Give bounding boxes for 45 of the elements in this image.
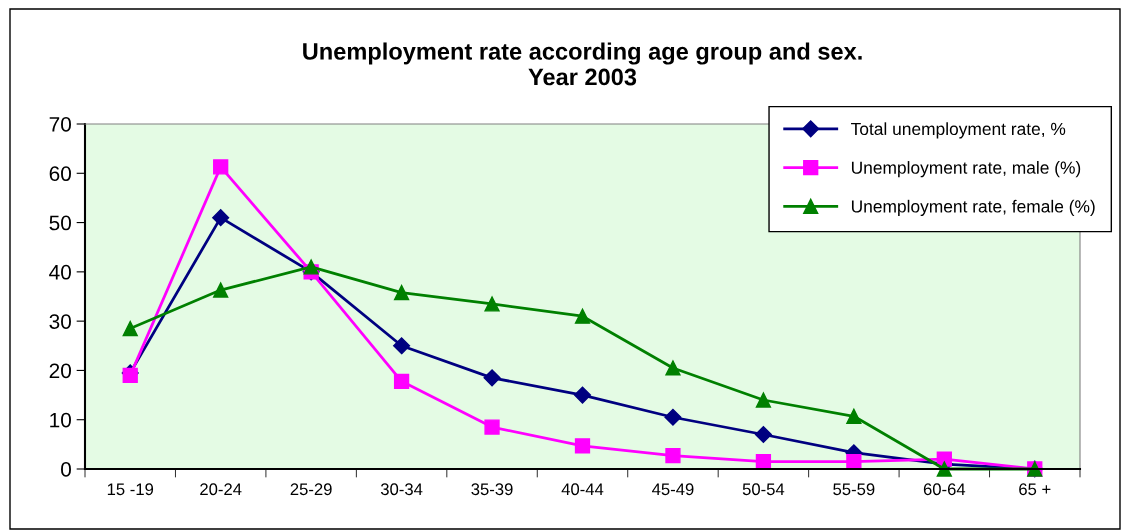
point bbox=[484, 419, 500, 435]
legend-label: Unemployment rate, male (%) bbox=[851, 161, 1081, 178]
y-tick-label: 20 bbox=[49, 363, 71, 379]
point bbox=[846, 408, 862, 424]
point bbox=[213, 159, 229, 175]
point bbox=[122, 320, 138, 337]
point bbox=[664, 408, 682, 426]
x-tick-label: 30-34 bbox=[380, 483, 423, 496]
point bbox=[393, 284, 410, 301]
legend-label: Unemployment rate, female (%) bbox=[851, 199, 1095, 216]
y-tick-label: 40 bbox=[49, 264, 71, 280]
point bbox=[393, 337, 411, 355]
x-tick-label: 60-64 bbox=[923, 483, 966, 496]
point bbox=[755, 392, 772, 408]
point bbox=[665, 448, 681, 464]
point bbox=[483, 369, 501, 387]
x-tick-label: 50-54 bbox=[742, 483, 785, 496]
point bbox=[213, 282, 229, 298]
chart-title: Unemployment rate according age group and sex. Year 2003 bbox=[303, 42, 862, 86]
point bbox=[484, 296, 500, 312]
y-tick-label: 50 bbox=[49, 215, 71, 231]
x-tick-label: 65 + bbox=[1019, 483, 1051, 496]
x-tick-label: 55-59 bbox=[833, 483, 875, 496]
x-tick-label: 35-39 bbox=[471, 483, 513, 496]
point bbox=[846, 453, 862, 470]
point bbox=[303, 259, 319, 275]
point bbox=[754, 425, 772, 444]
point bbox=[574, 438, 591, 454]
point bbox=[665, 360, 681, 376]
point bbox=[573, 386, 592, 404]
point bbox=[393, 373, 410, 389]
x-tick-label: 40-44 bbox=[561, 483, 604, 496]
y-tick-label: 0 bbox=[61, 462, 71, 477]
y-tick-label: 30 bbox=[49, 314, 71, 329]
point bbox=[212, 209, 230, 227]
point bbox=[574, 308, 591, 324]
y-tick-label: 70 bbox=[49, 117, 71, 132]
x-tick-label: 25-29 bbox=[290, 483, 332, 496]
x-tick-label: 45-49 bbox=[652, 483, 694, 496]
x-tick-label: 15 -19 bbox=[107, 483, 154, 496]
point bbox=[755, 453, 772, 470]
legend-label: Total unemployment rate, % bbox=[851, 122, 1066, 139]
y-tick-label: 60 bbox=[49, 166, 71, 182]
y-tick-label: 10 bbox=[50, 412, 71, 428]
x-tick-label: 20-24 bbox=[200, 483, 242, 496]
